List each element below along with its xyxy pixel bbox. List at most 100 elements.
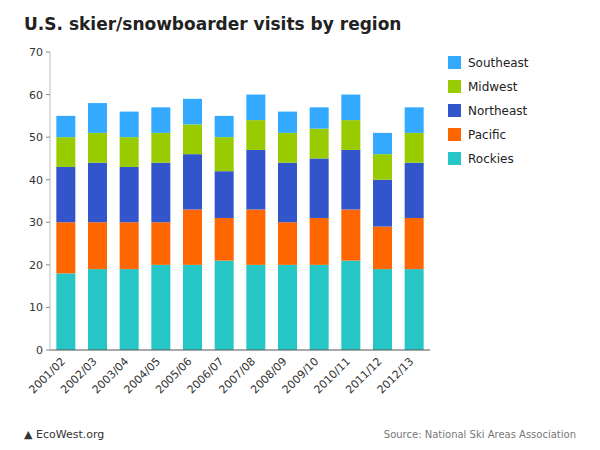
y-tick-label: 50 bbox=[29, 131, 43, 144]
bar bbox=[310, 265, 329, 350]
bar bbox=[310, 158, 329, 218]
bar bbox=[56, 137, 75, 167]
annotation: Source: National Ski Areas Association bbox=[384, 429, 576, 440]
legend-swatch bbox=[448, 152, 461, 165]
y-tick-label: 40 bbox=[29, 174, 43, 187]
y-tick-label: 30 bbox=[29, 216, 43, 229]
bar bbox=[310, 129, 329, 159]
bar bbox=[373, 133, 392, 154]
bar bbox=[405, 133, 424, 163]
bar bbox=[246, 95, 265, 121]
series bbox=[56, 150, 423, 227]
y-tick-label: 60 bbox=[29, 89, 43, 102]
bar bbox=[151, 163, 170, 223]
annotation: ▲ EcoWest.org bbox=[24, 428, 104, 441]
series bbox=[56, 210, 423, 274]
bar bbox=[246, 210, 265, 265]
y-tick bbox=[46, 222, 50, 223]
bars bbox=[56, 95, 423, 350]
x-tick-label: 2012/13 bbox=[375, 355, 417, 397]
bar bbox=[183, 99, 202, 125]
legend-label: Pacific bbox=[468, 128, 506, 142]
bar bbox=[56, 116, 75, 137]
bar bbox=[183, 265, 202, 350]
y-tick bbox=[46, 264, 50, 265]
bar bbox=[341, 210, 360, 261]
series bbox=[56, 261, 423, 350]
bar bbox=[120, 112, 139, 138]
bar bbox=[373, 154, 392, 180]
legend: Southeast Midwest Northeast Pacific Rockies bbox=[448, 56, 529, 166]
bar bbox=[151, 107, 170, 133]
bar bbox=[215, 171, 234, 218]
y-tick-label: 70 bbox=[29, 46, 43, 59]
title: U.S. skier/snowboarder visits by region bbox=[24, 14, 401, 34]
y-tick bbox=[46, 307, 50, 308]
bar bbox=[405, 269, 424, 350]
bar bbox=[151, 265, 170, 350]
bar bbox=[88, 269, 107, 350]
bar bbox=[341, 120, 360, 150]
bar bbox=[120, 222, 139, 269]
bar bbox=[341, 261, 360, 350]
bar bbox=[215, 137, 234, 171]
x-axis-line bbox=[50, 350, 430, 351]
y-tick-label: 10 bbox=[29, 301, 43, 314]
bar bbox=[278, 112, 297, 133]
bar bbox=[88, 103, 107, 133]
bar bbox=[373, 180, 392, 227]
legend-swatch bbox=[448, 128, 461, 141]
y-tick bbox=[46, 179, 50, 180]
legend-label: Southeast bbox=[468, 56, 529, 70]
bar bbox=[151, 133, 170, 163]
chart: U.S. skier/snowboarder visits by region 0… bbox=[0, 0, 600, 450]
bar bbox=[310, 218, 329, 265]
bar bbox=[56, 222, 75, 273]
bar bbox=[278, 163, 297, 223]
bar bbox=[120, 167, 139, 222]
bar bbox=[341, 150, 360, 210]
bar bbox=[246, 265, 265, 350]
series bbox=[56, 95, 423, 155]
y-tick bbox=[46, 137, 50, 138]
y-axis-line bbox=[50, 52, 51, 350]
bar bbox=[183, 210, 202, 265]
bar bbox=[278, 133, 297, 163]
bar bbox=[183, 124, 202, 154]
bar bbox=[246, 150, 265, 210]
bar bbox=[88, 133, 107, 163]
legend-label: Rockies bbox=[468, 152, 514, 166]
bar bbox=[405, 107, 424, 133]
y-tick bbox=[46, 52, 50, 53]
bar bbox=[373, 227, 392, 270]
legend-swatch bbox=[448, 80, 461, 93]
legend-swatch bbox=[448, 104, 461, 117]
bar bbox=[215, 116, 234, 137]
y-axis: 010203040506070 bbox=[29, 46, 50, 357]
bar bbox=[278, 265, 297, 350]
bar bbox=[151, 222, 170, 265]
bar bbox=[215, 261, 234, 350]
bar bbox=[310, 107, 329, 128]
x-axis: 2001/022002/032003/042004/052005/062006/… bbox=[26, 355, 416, 397]
bar bbox=[183, 154, 202, 209]
bar bbox=[88, 163, 107, 223]
y-tick-label: 0 bbox=[36, 344, 43, 357]
legend-swatch bbox=[448, 56, 461, 69]
bar bbox=[246, 120, 265, 150]
y-tick bbox=[46, 350, 50, 351]
bar bbox=[120, 269, 139, 350]
legend-label: Midwest bbox=[468, 80, 518, 94]
bar bbox=[56, 273, 75, 350]
bar bbox=[278, 222, 297, 265]
bar bbox=[215, 218, 234, 261]
bar bbox=[341, 95, 360, 121]
bar bbox=[88, 222, 107, 269]
bar bbox=[405, 163, 424, 218]
y-tick bbox=[46, 94, 50, 95]
bar bbox=[405, 218, 424, 269]
series bbox=[56, 120, 423, 180]
bar bbox=[56, 167, 75, 222]
bar bbox=[120, 137, 139, 167]
legend-label: Northeast bbox=[468, 104, 528, 118]
